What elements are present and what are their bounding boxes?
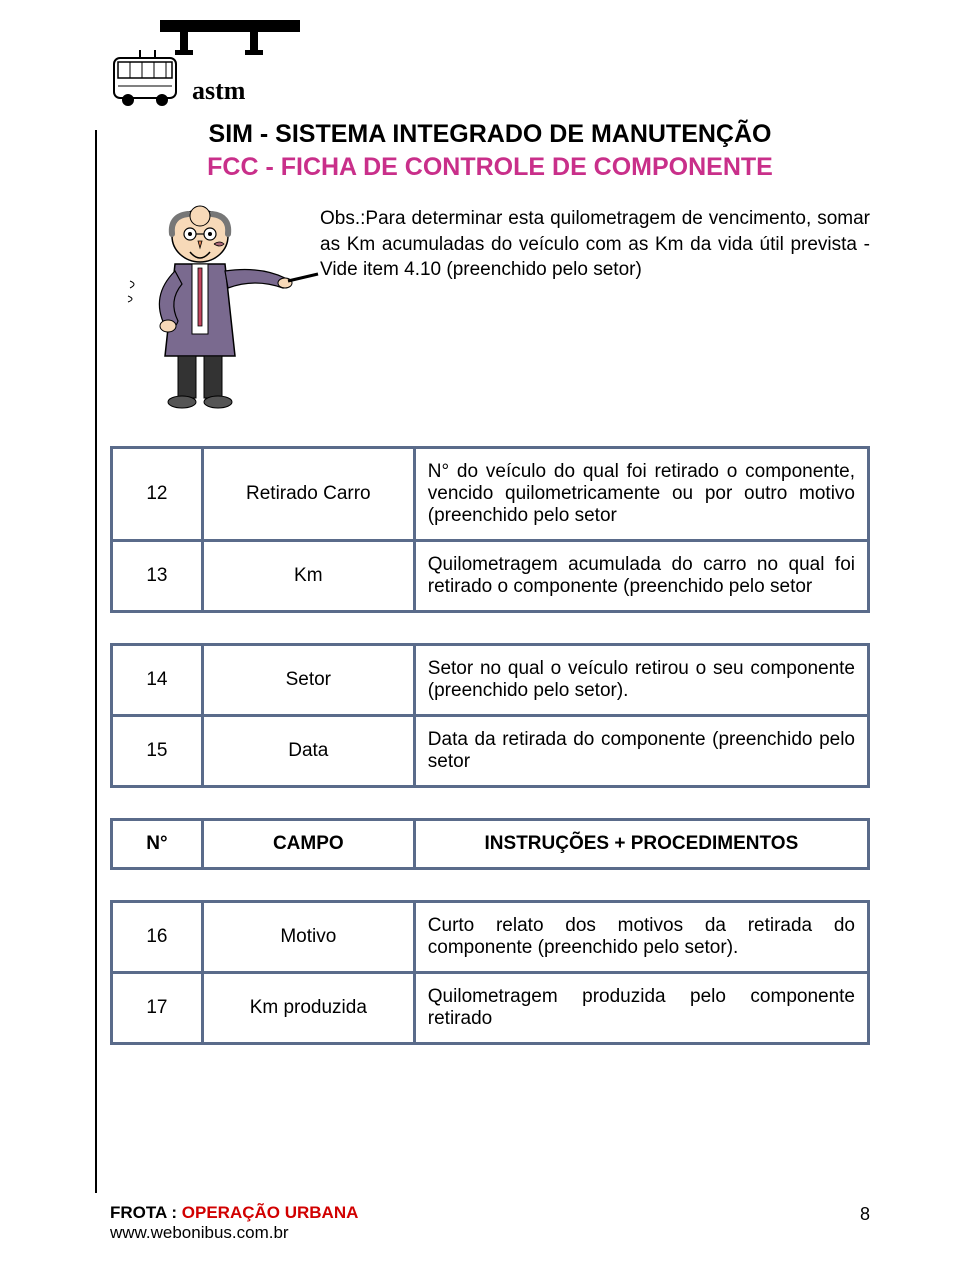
cell-n: 14 bbox=[112, 645, 203, 716]
footer-red: OPERAÇÃO URBANA bbox=[182, 1203, 359, 1222]
cell-campo: Km produzida bbox=[202, 973, 414, 1044]
table-row: 15 Data Data da retirada do componente (… bbox=[112, 716, 869, 787]
cell-n: 17 bbox=[112, 973, 203, 1044]
teacher-figure-icon bbox=[120, 196, 320, 416]
cell-desc: Quilometragem acumulada do carro no qual… bbox=[414, 541, 868, 612]
footer-brand: FROTA : bbox=[110, 1203, 182, 1222]
cell-campo: Data bbox=[202, 716, 414, 787]
table-rows-header: N° CAMPO INSTRUÇÕES + PROCEDIMENTOS bbox=[110, 818, 870, 870]
table-row: 17 Km produzida Quilometragem produzida … bbox=[112, 973, 869, 1044]
cell-n: 16 bbox=[112, 902, 203, 973]
cell-desc: Data da retirada do componente (preenchi… bbox=[414, 716, 868, 787]
cell-campo: Motivo bbox=[202, 902, 414, 973]
cell-desc: Quilometragem produzida pelo componente … bbox=[414, 973, 868, 1044]
cell-campo: Km bbox=[202, 541, 414, 612]
cell-desc: N° do veículo do qual foi retirado o com… bbox=[414, 448, 868, 541]
cell-campo: Retirado Carro bbox=[202, 448, 414, 541]
obs-block: Obs.:Para determinar esta quilometragem … bbox=[110, 196, 870, 416]
obs-text: Obs.:Para determinar esta quilometragem … bbox=[320, 196, 870, 283]
header-desc: INSTRUÇÕES + PROCEDIMENTOS bbox=[414, 820, 868, 869]
header-campo: CAMPO bbox=[202, 820, 414, 869]
table-rows-16-17: 16 Motivo Curto relato dos motivos da re… bbox=[110, 900, 870, 1045]
table-row: 16 Motivo Curto relato dos motivos da re… bbox=[112, 902, 869, 973]
gantry-icon bbox=[160, 20, 340, 60]
header-logo-row: astm bbox=[110, 30, 870, 110]
table-row: 13 Km Quilometragem acumulada do carro n… bbox=[112, 541, 869, 612]
cell-n: 15 bbox=[112, 716, 203, 787]
table-row: 12 Retirado Carro N° do veículo do qual … bbox=[112, 448, 869, 541]
table-header-row: N° CAMPO INSTRUÇÕES + PROCEDIMENTOS bbox=[112, 820, 869, 869]
cell-n: 12 bbox=[112, 448, 203, 541]
table-rows-12-13: 12 Retirado Carro N° do veículo do qual … bbox=[110, 446, 870, 613]
title-line-2: FCC - FICHA DE CONTROLE DE COMPONENTE bbox=[110, 153, 870, 182]
cell-n: 13 bbox=[112, 541, 203, 612]
header-n: N° bbox=[112, 820, 203, 869]
page: astm SIM - SISTEMA INTEGRADO DE MANUTENÇ… bbox=[0, 0, 960, 1273]
title-line-1: SIM - SISTEMA INTEGRADO DE MANUTENÇÃO bbox=[110, 120, 870, 149]
cell-desc: Curto relato dos motivos da retirada do … bbox=[414, 902, 868, 973]
cell-campo: Setor bbox=[202, 645, 414, 716]
vertical-divider bbox=[95, 130, 97, 1193]
footer-url: www.webonibus.com.br bbox=[110, 1223, 870, 1243]
page-number: 8 bbox=[860, 1204, 870, 1225]
table-rows-14-15: 14 Setor Setor no qual o veículo retirou… bbox=[110, 643, 870, 788]
brand-text: astm bbox=[192, 76, 245, 106]
footer: FROTA : OPERAÇÃO URBANA www.webonibus.co… bbox=[110, 1203, 870, 1243]
table-row: 14 Setor Setor no qual o veículo retirou… bbox=[112, 645, 869, 716]
cell-desc: Setor no qual o veículo retirou o seu co… bbox=[414, 645, 868, 716]
